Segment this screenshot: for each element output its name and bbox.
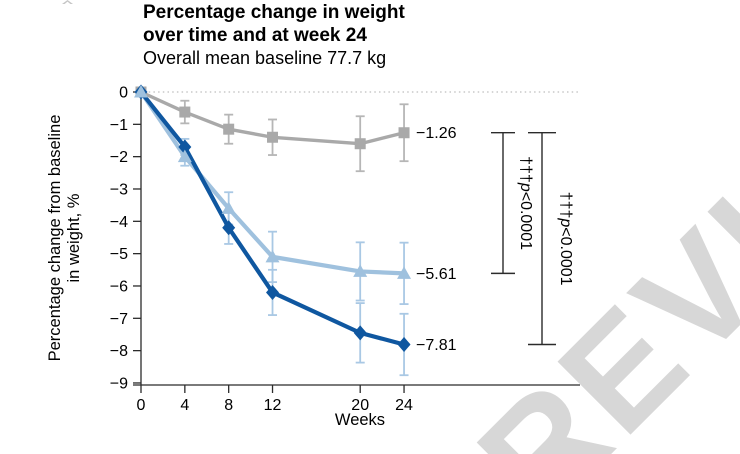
x-tick-label: 0: [137, 397, 146, 414]
data-point-diamond: [222, 220, 236, 236]
data-point-diamond: [353, 325, 367, 341]
x-tick-label: 8: [224, 397, 233, 414]
chart-title-line1: Percentage change in weight: [143, 2, 405, 23]
chart-title-line2: over time and at week 24: [143, 24, 367, 46]
markers-triangles-light-blue: [134, 85, 412, 279]
significance-bracket-1: [491, 132, 515, 275]
end-value-label-squares-gray: −1.26: [416, 125, 457, 142]
y-tick-label: −5: [110, 246, 128, 263]
data-point-square: [398, 127, 410, 139]
data-point-triangle: [134, 85, 148, 98]
x-tick-label: 24: [395, 397, 413, 414]
significance-bracket-2: [528, 132, 556, 346]
data-point-triangle: [177, 149, 192, 163]
x-axis-title: Weeks: [334, 411, 386, 429]
bracket-p-value-label: †††p<0.0001: [517, 156, 534, 250]
data-point-triangle: [221, 201, 236, 214]
x-tick-label: 4: [180, 397, 189, 414]
data-point-square: [179, 106, 191, 118]
error-bars-squares-gray: [180, 99, 409, 173]
data-point-triangle: [353, 264, 368, 277]
error-bars-diamonds-dark-blue: [180, 137, 409, 377]
y-tick-label: −1: [110, 117, 128, 134]
bracket-p-value-label: †††p<0.0001: [557, 192, 574, 286]
end-value-label-triangles-light-blue: −5.61: [416, 266, 457, 283]
chart-title-block: Percentage change in weight over time an…: [143, 2, 405, 70]
data-point-square: [354, 138, 366, 150]
y-tick-label: −7: [110, 311, 128, 328]
series-line-triangles-light-blue: [139, 90, 405, 276]
series-line-squares-gray: [140, 90, 405, 146]
data-point-square: [223, 123, 235, 135]
y-tick-label: −6: [110, 278, 128, 295]
data-point-diamond: [178, 139, 192, 155]
data-point-triangle: [265, 249, 280, 263]
data-point-diamond: [266, 284, 280, 300]
axes: [133, 91, 580, 393]
series-line-diamonds-dark-blue: [139, 90, 405, 347]
y-tick-label: −8: [110, 343, 128, 360]
data-point-square: [267, 131, 279, 143]
y-tick-label: 0: [119, 85, 128, 102]
end-value-label-diamonds-dark-blue: −7.81: [416, 337, 457, 354]
y-tick-label: −2: [110, 149, 128, 166]
chart-subtitle: Overall mean baseline 77.7 kg: [143, 48, 387, 68]
y-tick-label: −4: [110, 214, 128, 231]
x-tick-label: 12: [264, 397, 282, 414]
data-point-triangle: [397, 266, 412, 279]
x-tick-label: 20: [351, 397, 369, 414]
y-tick-label: −3: [110, 181, 128, 198]
data-point-diamond: [397, 336, 411, 352]
y-tick-label: −9: [110, 375, 128, 392]
error-bars-triangles-light-blue: [180, 146, 409, 305]
